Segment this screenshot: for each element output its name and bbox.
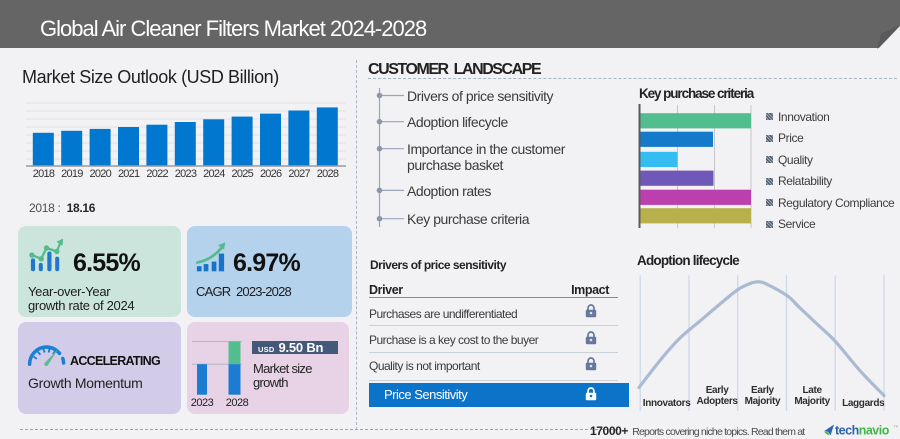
svg-text:TM: TM	[894, 424, 899, 429]
svg-text:technavio: technavio	[835, 424, 890, 438]
